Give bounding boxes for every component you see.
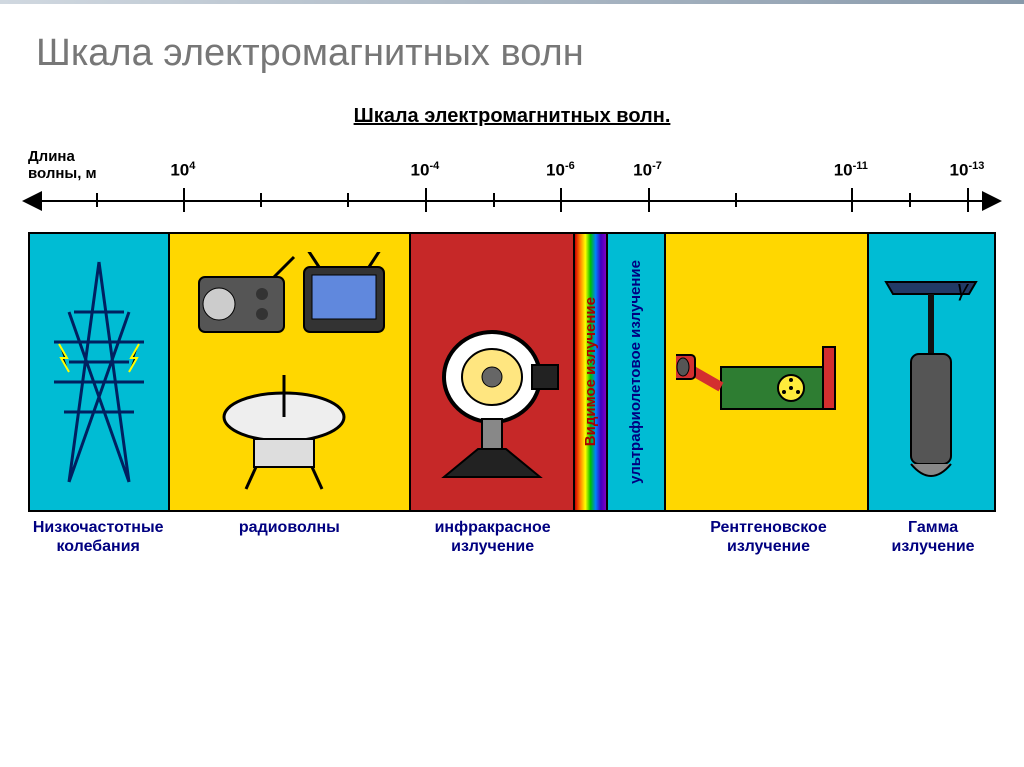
band-gamma: γ: [869, 234, 994, 510]
tick-mark-minor: [96, 193, 98, 207]
band-vertical-label: ультрафиолетовое излучение: [627, 260, 645, 484]
tick-mark-minor: [735, 193, 737, 207]
slide-title: Шкала электромагнитных волн: [0, 4, 1024, 95]
band-label-gamma: Гаммаизлучение: [870, 518, 996, 556]
band-label-vis: [575, 518, 609, 556]
band-label-ir: инфракрасноеизлучение: [410, 518, 575, 556]
band-vertical-label: Видимое излучение: [582, 297, 600, 446]
axis-label-line2: волны, м: [28, 165, 97, 182]
tick-mark: [425, 188, 427, 212]
tick-mark-minor: [493, 193, 495, 207]
radio-icon: [184, 252, 394, 492]
tick-mark-minor: [347, 193, 349, 207]
band-label-xray: Рентгеновскоеизлучение: [667, 518, 870, 556]
low-icon: [44, 252, 154, 492]
band-uv: ультрафиолетовое излучение: [608, 234, 666, 510]
tick-label: 10-13: [950, 160, 985, 181]
band-label-uv: [609, 518, 667, 556]
arrowhead-right-icon: [982, 191, 1002, 211]
tick-mark-minor: [260, 193, 262, 207]
wavelength-axis: Длина волны, м 104 10-4 10-6 10-7 10-11 10-13: [28, 142, 996, 232]
spectrum-bands: Видимое излучение ультрафиолетовое излуче…: [28, 232, 996, 512]
tick-mark: [967, 188, 969, 212]
xray-icon: [676, 252, 856, 492]
diagram-title: Шкала электромагнитных волн.: [20, 105, 1004, 128]
band-label-low: Низкочастотныеколебания: [28, 518, 168, 556]
band-ir: [411, 234, 575, 510]
ir-icon: [422, 252, 562, 492]
tick-label: 10-6: [546, 160, 575, 181]
tick-label: 10-4: [411, 160, 440, 181]
tick-label: 10-7: [633, 160, 662, 181]
arrowhead-left-icon: [22, 191, 42, 211]
band-labels-row: Низкочастотныеколебаниярадиоволныинфракр…: [28, 518, 996, 556]
band-xray: [666, 234, 868, 510]
axis-label: Длина волны, м: [28, 148, 97, 183]
axis-label-line1: Длина: [28, 148, 75, 165]
em-spectrum-diagram: Шкала электромагнитных волн. Длина волны…: [20, 105, 1004, 556]
tick-mark: [851, 188, 853, 212]
tick-mark-minor: [909, 193, 911, 207]
band-radio: [170, 234, 411, 510]
tick-label: 10-11: [834, 160, 868, 181]
band-label-radio: радиоволны: [168, 518, 410, 556]
tick-mark: [183, 188, 185, 212]
tick-mark: [560, 188, 562, 212]
gamma-icon: γ: [876, 252, 986, 492]
tick-mark: [648, 188, 650, 212]
band-vis: Видимое излучение: [575, 234, 609, 510]
band-low: [30, 234, 170, 510]
tick-label: 104: [170, 160, 195, 181]
